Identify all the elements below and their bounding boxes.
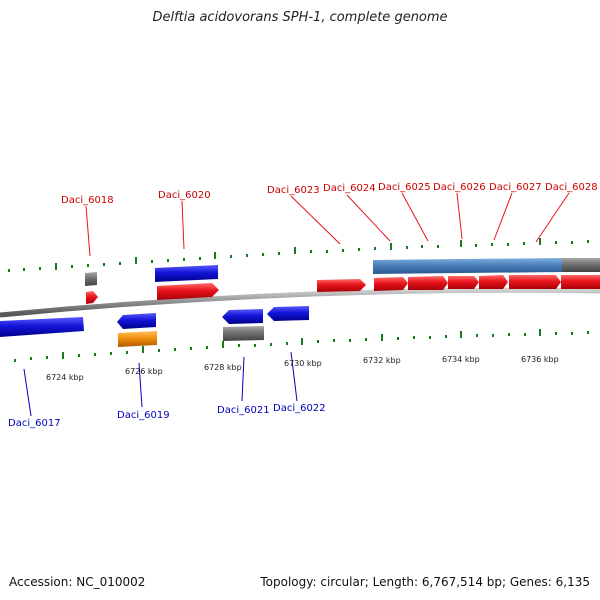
forward-gene-labels: Daci_6018 Daci_6020 Daci_6023 Daci_6024 … [61, 182, 598, 206]
map-title: Delftia acidovorans SPH-1, complete geno… [152, 10, 448, 25]
kbp-label: 6728 kbp [204, 363, 242, 372]
kbp-label: 6734 kbp [442, 355, 480, 364]
kbp-label: 6730 kbp [284, 359, 322, 368]
gene-steel-block[interactable] [373, 258, 562, 274]
gene-label-daci-6024[interactable]: Daci_6024 [323, 183, 376, 194]
gene-daci-6019[interactable] [117, 313, 156, 329]
upper-dotted-track [8, 238, 589, 272]
gene-daci-6026[interactable] [448, 276, 479, 289]
gene-daci-6027[interactable] [479, 275, 508, 289]
reverse-genes [0, 306, 309, 347]
gene-label-daci-6022[interactable]: Daci_6022 [273, 403, 326, 414]
gene-daci-6024[interactable] [374, 277, 408, 291]
gene-label-daci-6019[interactable]: Daci_6019 [117, 410, 170, 421]
genome-summary-text: Topology: circular; Length: 6,767,514 bp… [260, 575, 590, 589]
genome-backbone [0, 287, 600, 318]
kbp-scale: 6724 kbp 6726 kbp 6728 kbp 6730 kbp 6732… [46, 355, 559, 382]
gene-daci-6017[interactable] [0, 317, 84, 337]
gene-label-daci-6028[interactable]: Daci_6028 [545, 182, 598, 193]
reverse-leader-lines [23, 351, 298, 417]
gene-daci-6021-grey[interactable] [223, 326, 264, 341]
gene-label-daci-6026[interactable]: Daci_6026 [433, 182, 486, 193]
gene-grey-block-right[interactable] [562, 258, 600, 272]
gene-daci-6020[interactable] [157, 283, 219, 300]
gene-label-daci-6018[interactable]: Daci_6018 [61, 195, 114, 206]
forward-leader-lines [85, 192, 570, 257]
gene-daci-6028-b[interactable] [561, 275, 600, 289]
gene-label-daci-6027[interactable]: Daci_6027 [489, 182, 542, 193]
gene-daci-6019-orange[interactable] [118, 331, 157, 347]
reverse-gene-labels: Daci_6017 Daci_6019 Daci_6021 Daci_6022 [8, 403, 326, 429]
gene-daci-6028-a[interactable] [509, 275, 561, 289]
gene-daci-6018-grey-block[interactable] [85, 272, 97, 286]
gene-label-daci-6021[interactable]: Daci_6021 [217, 405, 270, 416]
gene-label-daci-6025[interactable]: Daci_6025 [378, 182, 431, 193]
kbp-label: 6736 kbp [521, 355, 559, 364]
gene-label-daci-6017[interactable]: Daci_6017 [8, 418, 61, 429]
gene-label-daci-6020[interactable]: Daci_6020 [158, 190, 211, 201]
kbp-label: 6724 kbp [46, 373, 84, 382]
gene-daci-6020-blue-block[interactable] [155, 265, 218, 282]
gene-label-daci-6023[interactable]: Daci_6023 [267, 185, 320, 196]
gene-daci-6022[interactable] [267, 306, 309, 321]
gene-daci-6018[interactable] [86, 291, 98, 304]
forward-genes [85, 258, 600, 304]
kbp-label: 6732 kbp [363, 356, 401, 365]
gene-daci-6023[interactable] [317, 279, 366, 292]
lower-dotted-track [14, 329, 589, 362]
gene-daci-6021[interactable] [222, 309, 263, 324]
gene-daci-6025[interactable] [408, 276, 448, 290]
accession-text: Accession: NC_010002 [9, 575, 146, 589]
kbp-label: 6726 kbp [125, 367, 163, 376]
